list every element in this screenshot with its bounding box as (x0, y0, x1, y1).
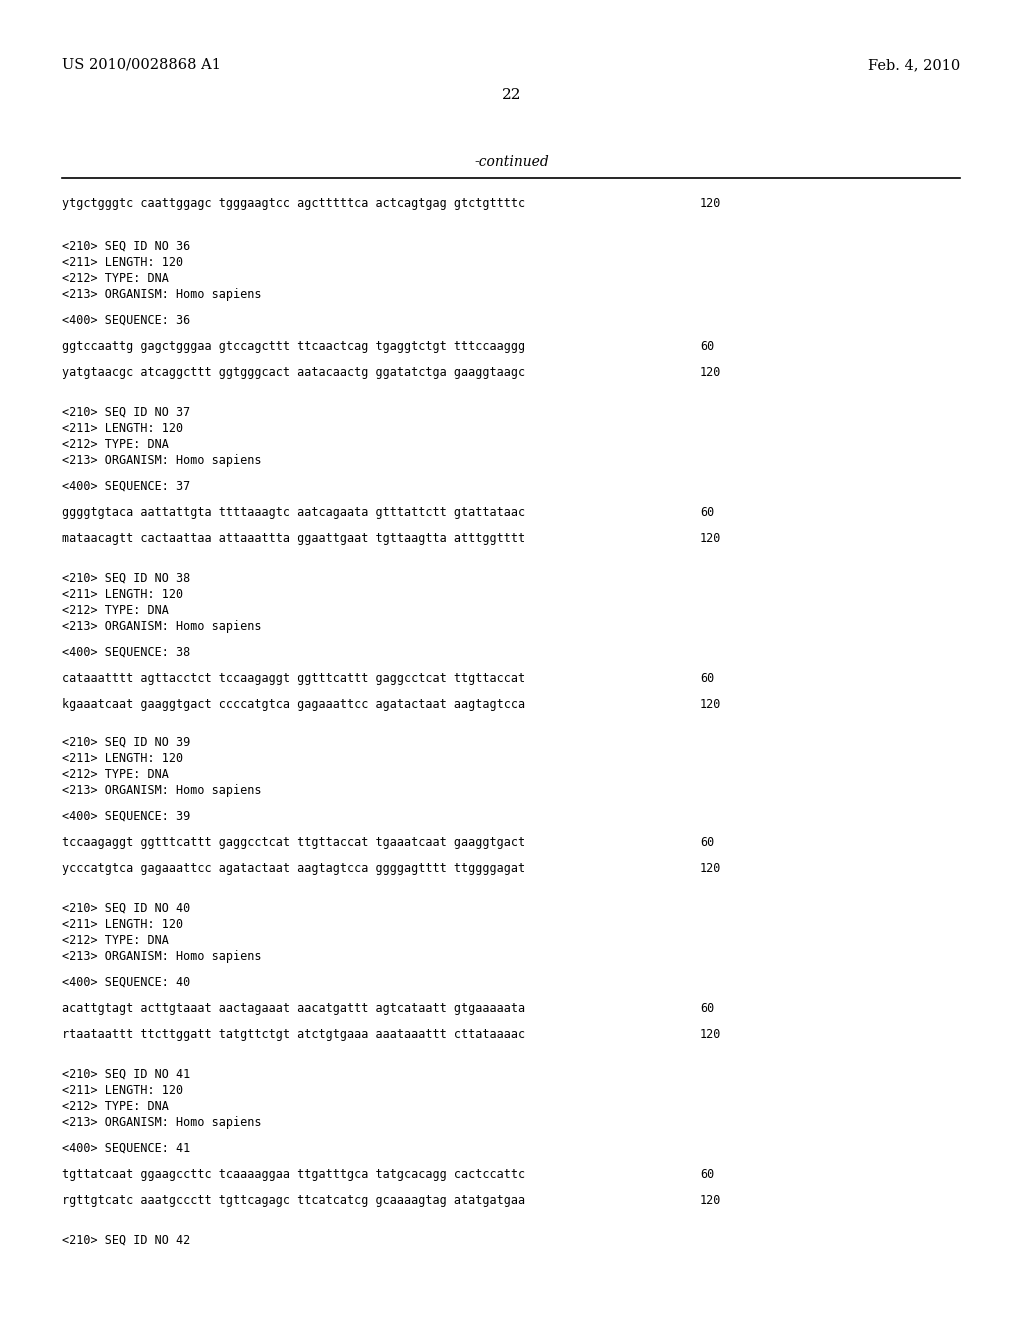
Text: kgaaatcaat gaaggtgact ccccatgtca gagaaattcc agatactaat aagtagtcca: kgaaatcaat gaaggtgact ccccatgtca gagaaat… (62, 698, 525, 711)
Text: <210> SEQ ID NO 42: <210> SEQ ID NO 42 (62, 1234, 190, 1247)
Text: tgttatcaat ggaagccttc tcaaaaggaa ttgatttgca tatgcacagg cactccattc: tgttatcaat ggaagccttc tcaaaaggaa ttgattt… (62, 1168, 525, 1181)
Text: mataacagtt cactaattaa attaaattta ggaattgaat tgttaagtta atttggtttt: mataacagtt cactaattaa attaaattta ggaattg… (62, 532, 525, 545)
Text: <211> LENGTH: 120: <211> LENGTH: 120 (62, 917, 183, 931)
Text: yatgtaacgc atcaggcttt ggtgggcact aatacaactg ggatatctga gaaggtaagc: yatgtaacgc atcaggcttt ggtgggcact aatacaa… (62, 366, 525, 379)
Text: <210> SEQ ID NO 36: <210> SEQ ID NO 36 (62, 240, 190, 253)
Text: 60: 60 (700, 1002, 715, 1015)
Text: 120: 120 (700, 862, 721, 875)
Text: <212> TYPE: DNA: <212> TYPE: DNA (62, 768, 169, 781)
Text: acattgtagt acttgtaaat aactagaaat aacatgattt agtcataatt gtgaaaaata: acattgtagt acttgtaaat aactagaaat aacatga… (62, 1002, 525, 1015)
Text: ggtccaattg gagctgggaa gtccagcttt ttcaactcag tgaggtctgt tttccaaggg: ggtccaattg gagctgggaa gtccagcttt ttcaact… (62, 341, 525, 352)
Text: 60: 60 (700, 341, 715, 352)
Text: <213> ORGANISM: Homo sapiens: <213> ORGANISM: Homo sapiens (62, 620, 261, 634)
Text: <212> TYPE: DNA: <212> TYPE: DNA (62, 605, 169, 616)
Text: <212> TYPE: DNA: <212> TYPE: DNA (62, 935, 169, 946)
Text: <400> SEQUENCE: 36: <400> SEQUENCE: 36 (62, 314, 190, 327)
Text: <211> LENGTH: 120: <211> LENGTH: 120 (62, 256, 183, 269)
Text: <210> SEQ ID NO 39: <210> SEQ ID NO 39 (62, 737, 190, 748)
Text: <212> TYPE: DNA: <212> TYPE: DNA (62, 1100, 169, 1113)
Text: <400> SEQUENCE: 38: <400> SEQUENCE: 38 (62, 645, 190, 659)
Text: <213> ORGANISM: Homo sapiens: <213> ORGANISM: Homo sapiens (62, 950, 261, 964)
Text: <400> SEQUENCE: 39: <400> SEQUENCE: 39 (62, 810, 190, 822)
Text: 120: 120 (700, 1195, 721, 1206)
Text: ycccatgtca gagaaattcc agatactaat aagtagtcca ggggagtttt ttggggagat: ycccatgtca gagaaattcc agatactaat aagtagt… (62, 862, 525, 875)
Text: cataaatttt agttacctct tccaagaggt ggtttcattt gaggcctcat ttgttaccat: cataaatttt agttacctct tccaagaggt ggtttca… (62, 672, 525, 685)
Text: 120: 120 (700, 366, 721, 379)
Text: <211> LENGTH: 120: <211> LENGTH: 120 (62, 422, 183, 436)
Text: 120: 120 (700, 532, 721, 545)
Text: <400> SEQUENCE: 40: <400> SEQUENCE: 40 (62, 975, 190, 989)
Text: 60: 60 (700, 506, 715, 519)
Text: US 2010/0028868 A1: US 2010/0028868 A1 (62, 58, 221, 73)
Text: <211> LENGTH: 120: <211> LENGTH: 120 (62, 752, 183, 766)
Text: <213> ORGANISM: Homo sapiens: <213> ORGANISM: Homo sapiens (62, 288, 261, 301)
Text: ytgctgggtc caattggagc tgggaagtcc agctttttca actcagtgag gtctgttttc: ytgctgggtc caattggagc tgggaagtcc agctttt… (62, 197, 525, 210)
Text: 60: 60 (700, 1168, 715, 1181)
Text: ggggtgtaca aattattgta ttttaaagtc aatcagaata gtttattctt gtattataac: ggggtgtaca aattattgta ttttaaagtc aatcaga… (62, 506, 525, 519)
Text: rgttgtcatc aaatgccctt tgttcagagc ttcatcatcg gcaaaagtag atatgatgaa: rgttgtcatc aaatgccctt tgttcagagc ttcatca… (62, 1195, 525, 1206)
Text: <212> TYPE: DNA: <212> TYPE: DNA (62, 438, 169, 451)
Text: -continued: -continued (475, 154, 549, 169)
Text: 22: 22 (502, 88, 522, 102)
Text: 60: 60 (700, 672, 715, 685)
Text: <210> SEQ ID NO 41: <210> SEQ ID NO 41 (62, 1068, 190, 1081)
Text: Feb. 4, 2010: Feb. 4, 2010 (867, 58, 961, 73)
Text: rtaataattt ttcttggatt tatgttctgt atctgtgaaa aaataaattt cttataaaac: rtaataattt ttcttggatt tatgttctgt atctgtg… (62, 1028, 525, 1041)
Text: <211> LENGTH: 120: <211> LENGTH: 120 (62, 587, 183, 601)
Text: <400> SEQUENCE: 37: <400> SEQUENCE: 37 (62, 480, 190, 492)
Text: <213> ORGANISM: Homo sapiens: <213> ORGANISM: Homo sapiens (62, 454, 261, 467)
Text: <213> ORGANISM: Homo sapiens: <213> ORGANISM: Homo sapiens (62, 1115, 261, 1129)
Text: <210> SEQ ID NO 40: <210> SEQ ID NO 40 (62, 902, 190, 915)
Text: <210> SEQ ID NO 38: <210> SEQ ID NO 38 (62, 572, 190, 585)
Text: <212> TYPE: DNA: <212> TYPE: DNA (62, 272, 169, 285)
Text: 120: 120 (700, 197, 721, 210)
Text: 60: 60 (700, 836, 715, 849)
Text: 120: 120 (700, 698, 721, 711)
Text: tccaagaggt ggtttcattt gaggcctcat ttgttaccat tgaaatcaat gaaggtgact: tccaagaggt ggtttcattt gaggcctcat ttgttac… (62, 836, 525, 849)
Text: <210> SEQ ID NO 37: <210> SEQ ID NO 37 (62, 407, 190, 418)
Text: <213> ORGANISM: Homo sapiens: <213> ORGANISM: Homo sapiens (62, 784, 261, 797)
Text: <211> LENGTH: 120: <211> LENGTH: 120 (62, 1084, 183, 1097)
Text: 120: 120 (700, 1028, 721, 1041)
Text: <400> SEQUENCE: 41: <400> SEQUENCE: 41 (62, 1142, 190, 1155)
